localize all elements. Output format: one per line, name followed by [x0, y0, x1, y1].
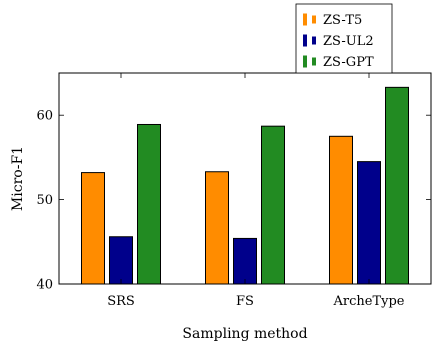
legend-swatch — [303, 13, 307, 26]
legend-label: ZS-GPT — [323, 55, 374, 70]
legend-label: ZS-UL2 — [323, 34, 374, 49]
x-tick-label: SRS — [107, 294, 135, 309]
x-tick-label: FS — [236, 294, 254, 309]
axes: SRS FS ArcheType 40 50 60 — [36, 73, 431, 309]
bar — [233, 237, 257, 285]
x-axis-title: Sampling method — [182, 326, 307, 342]
bar — [109, 236, 133, 285]
bar — [261, 125, 285, 285]
legend-swatch — [303, 55, 307, 68]
y-axis-title: Micro-F1 — [10, 146, 26, 211]
y-tick-label: 40 — [36, 278, 53, 293]
legend-swatch — [312, 57, 316, 66]
y-tick-label: 60 — [36, 109, 53, 124]
bar — [329, 135, 353, 285]
bar — [357, 161, 381, 285]
y-tick-label: 50 — [36, 193, 53, 208]
legend: ZS-T5 ZS-UL2 ZS-GPT — [295, 3, 393, 74]
bar — [385, 86, 409, 285]
x-tick-label: ArcheType — [333, 294, 405, 309]
legend-swatch — [312, 15, 316, 24]
legend-swatch — [312, 36, 316, 45]
legend-swatch — [303, 34, 307, 47]
legend-label: ZS-T5 — [323, 13, 362, 28]
bar — [81, 172, 105, 285]
bar — [205, 171, 229, 285]
plot-marks — [81, 86, 409, 285]
bar — [137, 123, 161, 285]
